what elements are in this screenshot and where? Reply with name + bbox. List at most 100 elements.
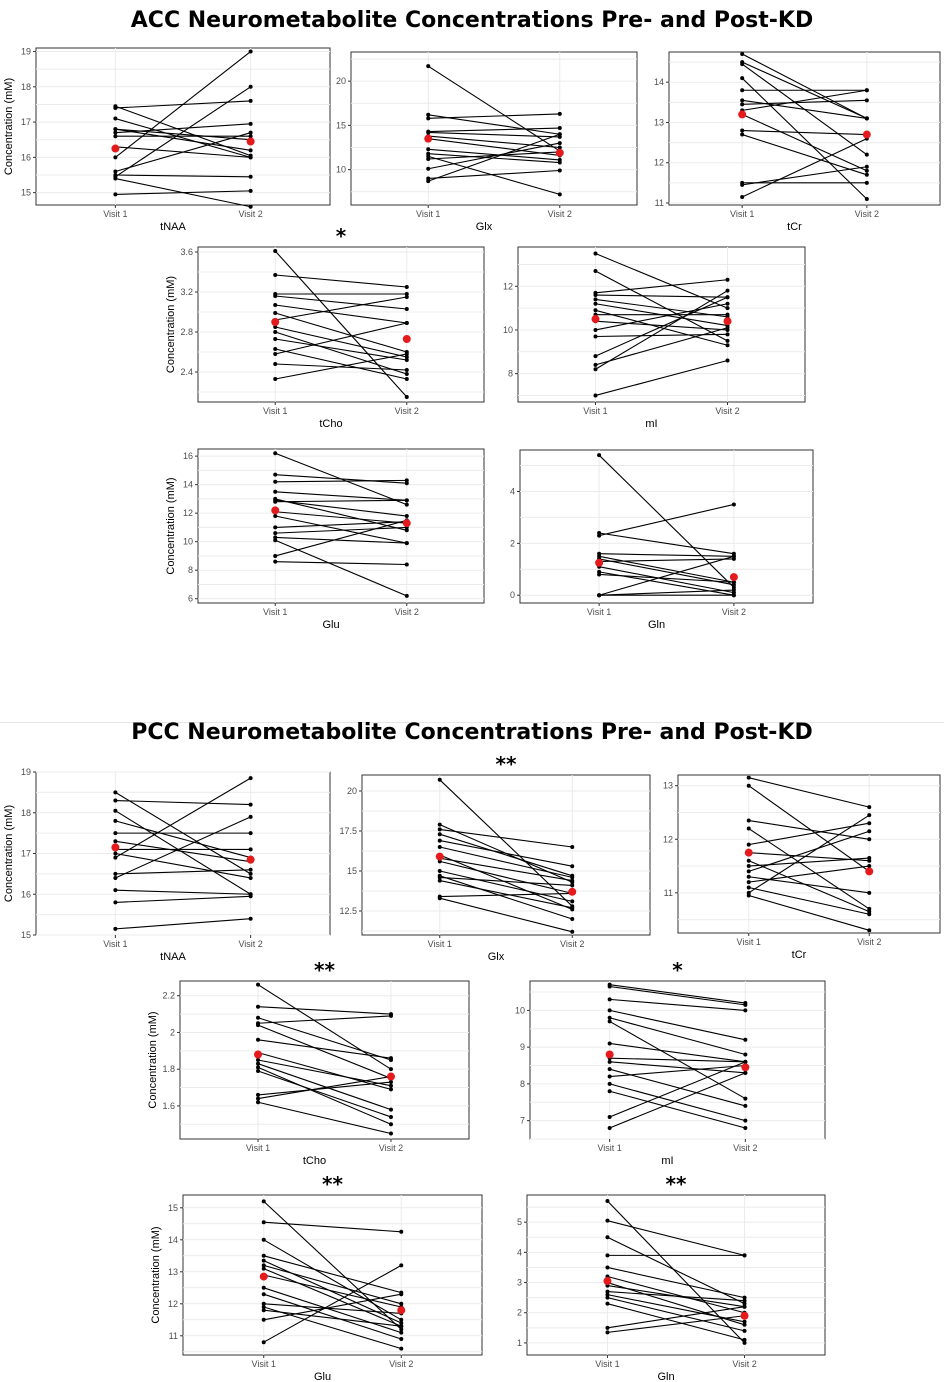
subject-point-visit2 [388, 1056, 393, 1061]
x-tick-label: Visit 1 [246, 1143, 270, 1153]
plot-area [519, 449, 814, 604]
plot-area [350, 51, 638, 206]
subject-point-visit1 [593, 362, 598, 367]
subject-line [595, 303, 728, 331]
subject-line [598, 503, 735, 537]
y-tick-label: 2.2 [162, 991, 175, 1001]
subject-line [741, 113, 868, 172]
y-tick-label: 17.5 [339, 826, 357, 836]
chart-panel-pcc-glu: 11 12 13 14 15 Visit 1 Visit 2 Glu Concentration… [150, 1172, 483, 1382]
subject-point-visit2 [743, 1096, 748, 1101]
subject-line [263, 1309, 402, 1327]
chart-panel-acc-glx: 10 15 20 Visit 1 Visit 2 Glx [336, 51, 638, 233]
x-tick-label: Visit 2 [395, 607, 419, 617]
subject-point-visit2 [248, 98, 253, 103]
subject-point-visit1 [746, 818, 751, 823]
plot-area [517, 246, 806, 403]
subject-line [257, 1066, 392, 1125]
subject-point-visit1 [273, 535, 278, 540]
subject-point-visit1 [113, 155, 118, 160]
subject-point-visit1 [113, 192, 118, 197]
y-tick-label: 12 [663, 834, 673, 844]
subject-point-visit2 [399, 1327, 404, 1332]
subject-line [742, 129, 867, 136]
subject-point-visit1 [256, 1058, 261, 1062]
subject-point-visit2 [570, 878, 575, 883]
subject-line [275, 474, 407, 484]
subject-point-visit2 [725, 306, 730, 311]
subject-point-visit1 [113, 127, 118, 132]
subject-point-visit2 [388, 1083, 393, 1088]
subject-line [609, 1064, 746, 1078]
x-tick-label: Visit 2 [238, 209, 262, 219]
subject-point-visit2 [399, 1229, 404, 1234]
subject-line [428, 133, 560, 182]
subject-line [439, 870, 573, 902]
mean-point-visit1 [424, 134, 433, 143]
subject-line [595, 333, 728, 338]
y-tick-label: 15 [21, 188, 31, 198]
subject-line [748, 860, 870, 913]
subject-line [275, 296, 407, 321]
subject-point-visit1 [437, 827, 442, 832]
subject-point-visit2 [248, 894, 253, 899]
subject-point-visit1 [113, 888, 118, 893]
y-tick-label: 16 [21, 889, 31, 899]
subject-point-visit1 [256, 1065, 261, 1070]
mean-point-visit2 [397, 1306, 406, 1315]
plot-area [182, 1194, 483, 1356]
subject-line [599, 573, 734, 583]
subject-point-visit1 [593, 308, 598, 313]
subject-point-visit2 [743, 1070, 748, 1075]
subject-point-visit1 [261, 1301, 266, 1306]
subject-point-visit1 [273, 294, 278, 298]
y-tick-label: 10 [336, 165, 346, 175]
subject-point-visit2 [742, 1340, 747, 1345]
subject-line [439, 833, 573, 877]
subject-point-visit2 [742, 1304, 747, 1309]
subject-line [609, 984, 746, 1004]
subject-line [595, 359, 728, 396]
subject-line [275, 536, 407, 544]
x-tick-label: Visit 2 [715, 406, 739, 416]
subject-line [275, 499, 407, 517]
subject-point-visit2 [404, 295, 409, 299]
subject-point-visit1 [261, 1237, 266, 1242]
subject-line [595, 253, 728, 309]
subject-point-visit1 [273, 479, 278, 484]
chart-panel-pcc-tcr: 11 12 13 Visit 1 Visit 2 tCr [663, 774, 941, 961]
subject-point-visit1 [437, 822, 442, 827]
subject-point-visit2 [404, 321, 409, 325]
significance-marker: ** [314, 958, 335, 982]
subject-line [598, 555, 735, 596]
metabolite-label: mI [645, 418, 657, 430]
y-axis-title: Concentration (mM) [165, 276, 177, 373]
significance-marker: ** [666, 1172, 687, 1196]
subject-point-visit1 [113, 169, 118, 174]
subject-point-visit1 [746, 869, 751, 874]
subject-point-visit2 [248, 871, 253, 876]
subject-point-visit2 [570, 883, 575, 888]
subject-line [439, 846, 573, 878]
subject-point-visit2 [399, 1321, 404, 1325]
subject-point-visit2 [743, 1002, 748, 1007]
subject-line [275, 348, 407, 380]
subject-point-visit1 [273, 330, 278, 334]
subject-point-visit2 [570, 864, 575, 869]
subject-point-visit1 [113, 926, 118, 931]
subject-point-visit1 [437, 845, 442, 849]
subject-point-visit1 [113, 831, 118, 836]
subject-line [428, 131, 560, 138]
subject-line [598, 454, 735, 588]
subject-point-visit2 [248, 802, 253, 807]
subject-point-visit1 [597, 453, 602, 458]
x-tick-label: Visit 1 [730, 209, 754, 219]
subject-point-visit2 [725, 277, 730, 282]
y-tick-label: 19 [21, 47, 31, 57]
subject-point-visit1 [113, 174, 118, 179]
subject-line [427, 65, 561, 152]
subject-point-visit1 [740, 98, 745, 103]
y-tick-label: 3.2 [180, 287, 193, 297]
subject-point-visit1 [426, 154, 431, 159]
subject-line [115, 889, 251, 895]
